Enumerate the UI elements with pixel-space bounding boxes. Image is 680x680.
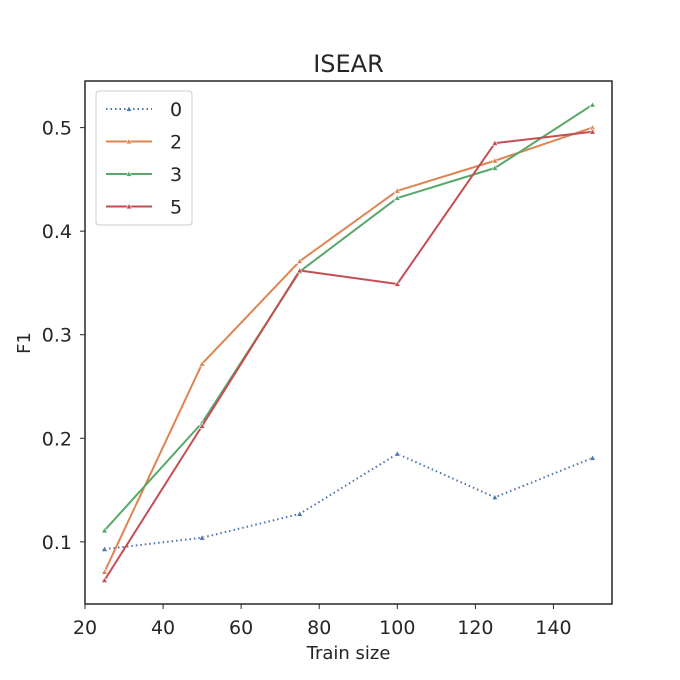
legend-label-3: 3: [170, 164, 182, 186]
data-point-3: [588, 101, 596, 108]
data-point-0: [101, 545, 109, 552]
x-tick-label: 40: [151, 617, 175, 639]
data-point-5: [588, 128, 596, 135]
series-line-5: [103, 130, 593, 581]
y-axis: 0.1 0.2 0.3 0.4 0.5: [42, 118, 85, 554]
data-point-3: [491, 164, 499, 171]
data-point-2: [198, 360, 206, 367]
x-axis: 20 40 60 80 100 120 140: [73, 604, 572, 639]
data-point-5: [296, 266, 304, 274]
data-point-0: [588, 454, 596, 461]
legend-label-5: 5: [170, 197, 182, 219]
data-point-0: [393, 450, 401, 457]
data-point-0: [198, 534, 206, 541]
data-point-5: [198, 422, 206, 429]
data-point-5: [491, 139, 499, 146]
x-tick-label: 100: [379, 617, 415, 639]
y-tick-label: 0.1: [42, 532, 72, 554]
series-line-2: [103, 126, 593, 573]
series-line-0: [104, 452, 593, 551]
data-point-5: [393, 280, 401, 287]
x-axis-label: Train size: [306, 643, 391, 664]
x-tick-label: 140: [535, 617, 571, 639]
data-point-2: [393, 187, 401, 194]
plot-area-frame: [84, 80, 613, 605]
data-point-0: [296, 510, 304, 517]
data-point-5: [101, 576, 109, 583]
y-tick-label: 0.4: [42, 221, 72, 243]
legend-label-0: 0: [170, 99, 182, 121]
x-tick-label: 60: [229, 617, 253, 639]
data-point-3: [101, 526, 109, 534]
legend-marker-3: [125, 170, 133, 177]
data-point-2: [491, 157, 499, 164]
legend-box: [95, 90, 193, 226]
y-axis-label: F1: [14, 332, 35, 354]
legend: 0 2 3 5: [95, 90, 193, 226]
series-layer: [101, 101, 596, 583]
legend-marker-2: [125, 137, 133, 145]
data-point-2: [296, 257, 304, 264]
x-tick-label: 80: [307, 617, 331, 639]
x-tick-label: 120: [457, 617, 493, 639]
data-point-0: [491, 493, 499, 501]
series-line-3: [103, 103, 594, 532]
y-tick-label: 0.2: [42, 428, 72, 450]
legend-marker-0: [125, 105, 133, 112]
data-point-2: [101, 568, 109, 575]
legend-marker-5: [125, 202, 133, 210]
chart-title: ISEAR: [313, 50, 384, 78]
data-point-3: [393, 194, 401, 201]
legend-label-2: 2: [170, 132, 182, 154]
x-tick-label: 20: [73, 617, 97, 639]
y-tick-label: 0.3: [42, 325, 72, 347]
y-tick-label: 0.5: [42, 118, 72, 140]
